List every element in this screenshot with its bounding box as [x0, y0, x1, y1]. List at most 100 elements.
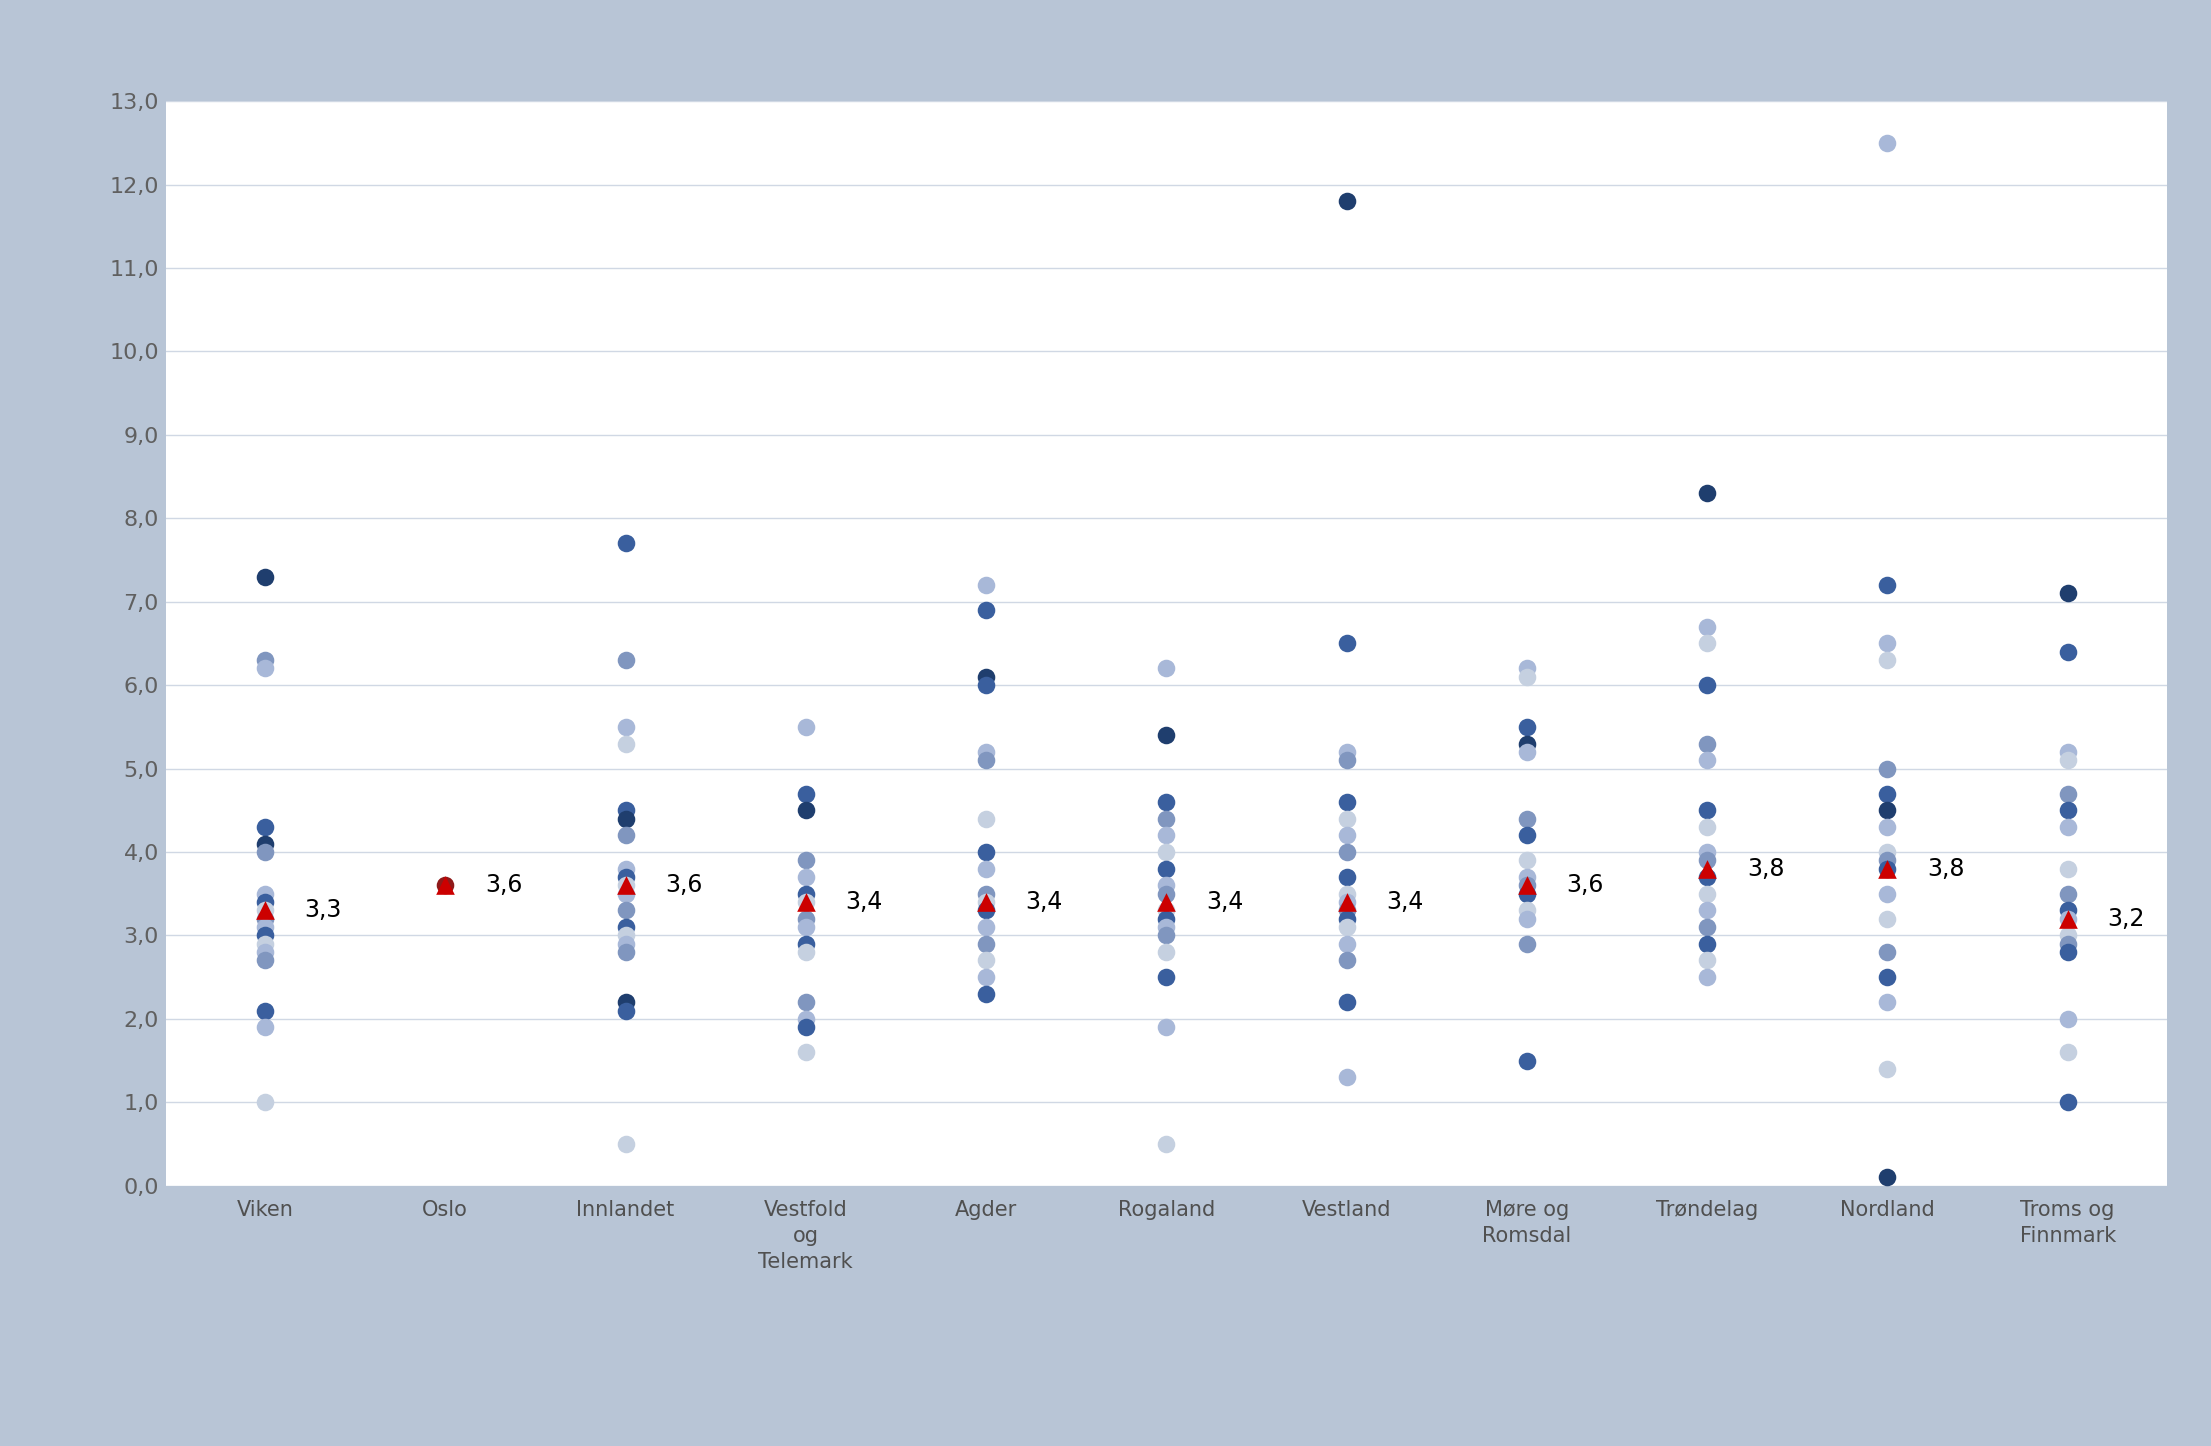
- Point: [968, 891, 1004, 914]
- Point: [968, 891, 1004, 914]
- Point: [1148, 824, 1183, 847]
- Text: 3,6: 3,6: [666, 873, 703, 898]
- Point: [1510, 740, 1545, 763]
- Point: [2050, 749, 2085, 772]
- Point: [1510, 849, 1545, 872]
- Point: [1689, 674, 1725, 697]
- Point: [248, 1015, 283, 1038]
- Point: [248, 999, 283, 1022]
- Point: [968, 599, 1004, 622]
- Point: [248, 816, 283, 839]
- Point: [248, 915, 283, 938]
- Point: [1329, 907, 1364, 930]
- Point: [1871, 849, 1906, 872]
- Point: [1871, 840, 1906, 863]
- Point: [1689, 615, 1725, 638]
- Point: [608, 899, 643, 923]
- Point: [1689, 732, 1725, 755]
- Point: [1871, 857, 1906, 881]
- Point: [248, 656, 283, 680]
- Point: [608, 999, 643, 1022]
- Point: [608, 532, 643, 555]
- Point: [787, 915, 822, 938]
- Point: [1689, 749, 1725, 772]
- Text: 3,4: 3,4: [1026, 891, 1063, 914]
- Point: [1871, 574, 1906, 597]
- Point: [1329, 915, 1364, 938]
- Point: [1689, 866, 1725, 889]
- Point: [787, 866, 822, 889]
- Point: [1689, 798, 1725, 821]
- Point: [968, 915, 1004, 938]
- Point: [1148, 807, 1183, 830]
- Point: [1871, 966, 1906, 989]
- Point: [1689, 899, 1725, 923]
- Point: [1689, 632, 1725, 655]
- Point: [787, 891, 822, 914]
- Point: [2050, 798, 2085, 821]
- Point: [787, 849, 822, 872]
- Point: [248, 940, 283, 963]
- Point: [1329, 899, 1364, 923]
- Point: [968, 740, 1004, 763]
- Point: [1510, 732, 1545, 755]
- Point: [787, 1015, 822, 1038]
- Point: [1329, 749, 1364, 772]
- Point: [1510, 866, 1545, 889]
- Point: [787, 991, 822, 1014]
- Point: [608, 1132, 643, 1155]
- Point: [2050, 924, 2085, 947]
- Point: [1148, 924, 1183, 947]
- Point: [1329, 1066, 1364, 1089]
- Point: [2050, 782, 2085, 805]
- Point: [1871, 1057, 1906, 1080]
- Point: [608, 824, 643, 847]
- Point: [1689, 949, 1725, 972]
- Point: [1148, 1132, 1183, 1155]
- Point: [1689, 966, 1725, 989]
- Point: [1329, 933, 1364, 956]
- Text: 3,8: 3,8: [1928, 856, 1966, 881]
- Point: [1148, 723, 1183, 746]
- Point: [1510, 907, 1545, 930]
- Point: [1689, 933, 1725, 956]
- Point: [2050, 907, 2085, 930]
- Point: [2050, 907, 2085, 930]
- Text: 3,4: 3,4: [1386, 891, 1424, 914]
- Point: [2050, 1090, 2085, 1113]
- Point: [1510, 873, 1545, 897]
- Point: [608, 807, 643, 830]
- Text: 3,4: 3,4: [1205, 891, 1243, 914]
- Point: [1871, 632, 1906, 655]
- Point: [608, 873, 643, 897]
- Point: [1871, 907, 1906, 930]
- Point: [787, 716, 822, 739]
- Point: [608, 915, 643, 938]
- Point: [1510, 882, 1545, 905]
- Point: [1329, 866, 1364, 889]
- Point: [1148, 940, 1183, 963]
- Point: [968, 949, 1004, 972]
- Point: [1510, 1048, 1545, 1071]
- Point: [787, 891, 822, 914]
- Point: [1689, 816, 1725, 839]
- Point: [1329, 740, 1364, 763]
- Point: [608, 866, 643, 889]
- Point: [1148, 899, 1183, 923]
- Point: [2050, 816, 2085, 839]
- Point: [608, 940, 643, 963]
- Point: [787, 1008, 822, 1031]
- Text: 3,6: 3,6: [484, 873, 522, 898]
- Point: [2050, 857, 2085, 881]
- Point: [608, 991, 643, 1014]
- Point: [1689, 857, 1725, 881]
- Point: [968, 574, 1004, 597]
- Text: 3,8: 3,8: [1747, 856, 1784, 881]
- Point: [1329, 824, 1364, 847]
- Point: [1148, 791, 1183, 814]
- Point: [248, 891, 283, 914]
- Point: [787, 933, 822, 956]
- Point: [248, 933, 283, 956]
- Point: [608, 882, 643, 905]
- Point: [968, 857, 1004, 881]
